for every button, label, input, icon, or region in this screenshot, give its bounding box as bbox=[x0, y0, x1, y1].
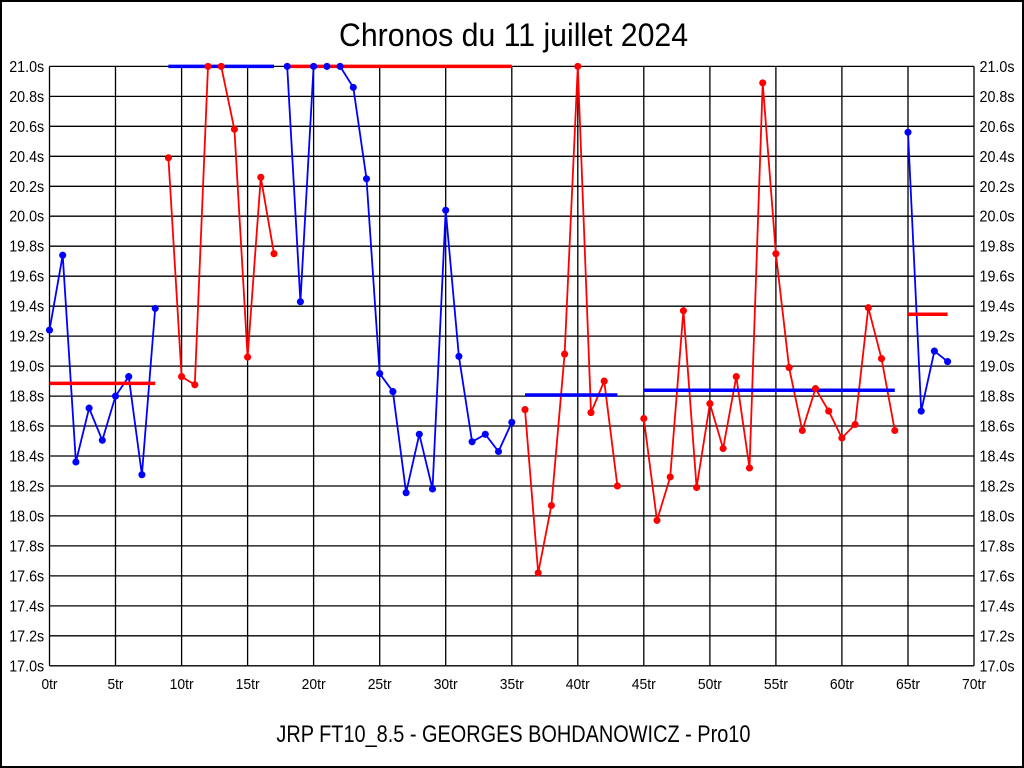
svg-text:18.6s: 18.6s bbox=[980, 419, 1015, 436]
svg-text:17.6s: 17.6s bbox=[9, 568, 44, 585]
svg-text:20.0s: 20.0s bbox=[980, 209, 1015, 226]
svg-text:19.8s: 19.8s bbox=[9, 239, 44, 256]
svg-text:18.0s: 18.0s bbox=[9, 508, 44, 525]
svg-text:19.2s: 19.2s bbox=[980, 329, 1015, 346]
svg-text:19.0s: 19.0s bbox=[9, 359, 44, 376]
svg-text:21.0s: 21.0s bbox=[980, 59, 1015, 76]
svg-text:50tr: 50tr bbox=[698, 676, 722, 693]
svg-text:20.2s: 20.2s bbox=[980, 179, 1015, 196]
svg-text:18.4s: 18.4s bbox=[980, 449, 1015, 466]
svg-text:65tr: 65tr bbox=[896, 676, 920, 693]
svg-text:Chronos du 11 juillet 2024: Chronos du 11 juillet 2024 bbox=[339, 17, 688, 53]
svg-text:10tr: 10tr bbox=[170, 676, 194, 693]
svg-text:17.0s: 17.0s bbox=[9, 658, 44, 675]
svg-text:45tr: 45tr bbox=[632, 676, 656, 693]
svg-text:18.8s: 18.8s bbox=[980, 389, 1015, 406]
svg-text:20tr: 20tr bbox=[302, 676, 326, 693]
svg-text:15tr: 15tr bbox=[236, 676, 260, 693]
svg-text:20.6s: 20.6s bbox=[980, 119, 1015, 136]
svg-text:18.6s: 18.6s bbox=[9, 419, 44, 436]
svg-text:17.2s: 17.2s bbox=[980, 628, 1015, 645]
svg-text:20.6s: 20.6s bbox=[9, 119, 44, 136]
svg-text:35tr: 35tr bbox=[500, 676, 524, 693]
svg-text:21.0s: 21.0s bbox=[9, 59, 44, 76]
svg-text:5tr: 5tr bbox=[108, 676, 124, 693]
svg-text:17.8s: 17.8s bbox=[980, 538, 1015, 555]
svg-text:19.2s: 19.2s bbox=[9, 329, 44, 346]
svg-text:19.4s: 19.4s bbox=[9, 299, 44, 316]
svg-text:18.2s: 18.2s bbox=[9, 479, 44, 496]
svg-text:17.4s: 17.4s bbox=[980, 598, 1015, 615]
svg-text:19.6s: 19.6s bbox=[9, 269, 44, 286]
svg-text:20.8s: 20.8s bbox=[980, 89, 1015, 106]
svg-text:20.0s: 20.0s bbox=[9, 209, 44, 226]
svg-text:JRP FT10_8.5 - GEORGES BOHDANO: JRP FT10_8.5 - GEORGES BOHDANOWICZ - Pro… bbox=[276, 721, 750, 748]
svg-text:55tr: 55tr bbox=[764, 676, 788, 693]
svg-text:0tr: 0tr bbox=[42, 676, 58, 693]
svg-text:18.8s: 18.8s bbox=[9, 389, 44, 406]
svg-text:40tr: 40tr bbox=[566, 676, 590, 693]
svg-text:20.4s: 20.4s bbox=[980, 149, 1015, 166]
svg-text:19.0s: 19.0s bbox=[980, 359, 1015, 376]
svg-text:17.2s: 17.2s bbox=[9, 628, 44, 645]
svg-text:18.4s: 18.4s bbox=[9, 449, 44, 466]
svg-text:17.0s: 17.0s bbox=[980, 658, 1015, 675]
svg-text:20.2s: 20.2s bbox=[9, 179, 44, 196]
svg-text:60tr: 60tr bbox=[830, 676, 854, 693]
svg-text:30tr: 30tr bbox=[434, 676, 458, 693]
svg-text:19.8s: 19.8s bbox=[980, 239, 1015, 256]
svg-text:17.4s: 17.4s bbox=[9, 598, 44, 615]
svg-text:17.6s: 17.6s bbox=[980, 568, 1015, 585]
svg-text:70tr: 70tr bbox=[962, 676, 986, 693]
svg-text:19.4s: 19.4s bbox=[980, 299, 1015, 316]
svg-text:18.0s: 18.0s bbox=[980, 508, 1015, 525]
svg-text:20.4s: 20.4s bbox=[9, 149, 44, 166]
svg-text:17.8s: 17.8s bbox=[9, 538, 44, 555]
svg-text:25tr: 25tr bbox=[368, 676, 392, 693]
svg-text:20.8s: 20.8s bbox=[9, 89, 44, 106]
svg-text:18.2s: 18.2s bbox=[980, 479, 1015, 496]
svg-text:19.6s: 19.6s bbox=[980, 269, 1015, 286]
